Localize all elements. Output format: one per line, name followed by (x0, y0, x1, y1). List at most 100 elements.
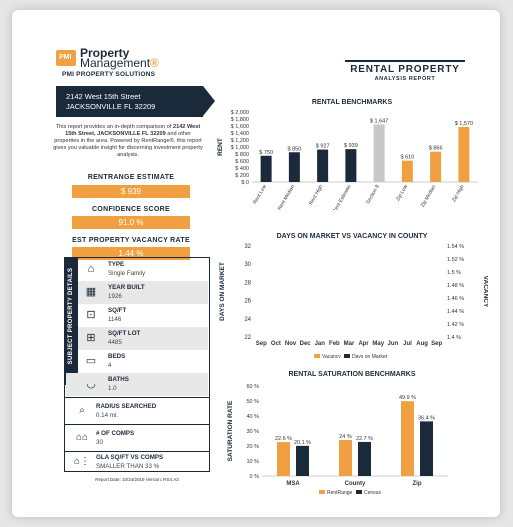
compare-icon: ⌂⋮ (74, 456, 91, 467)
detail-row-sqft: ⊡ SQ/FT 1146 (78, 304, 208, 327)
bar (317, 149, 329, 182)
divider (64, 397, 210, 398)
y-tick-label: $ 600 (235, 159, 249, 165)
bath-icon: ◡ (86, 378, 96, 390)
y-tick-label: $ 1,000 (231, 145, 249, 151)
x-tick-label: Zip Low (395, 184, 409, 202)
bar-value-label: $ 750 (259, 150, 273, 156)
report-title: RENTAL PROPERTY (350, 64, 460, 75)
y-tick-label: 24 (244, 317, 251, 323)
x-tick-label: Rent High (308, 184, 324, 206)
bar-value-label: 22.7 % (356, 436, 373, 442)
lot-icon: ⊞ (86, 332, 96, 344)
x-tick-label: Zip Median (420, 184, 438, 209)
company-logo: PMI Property Management® PMI PROPERTY SO… (56, 47, 206, 88)
y2-tick-label: 1.52 % (447, 257, 464, 263)
saturation-chart: RENTAL SATURATION BENCHMARKS SATURATION R… (227, 371, 448, 496)
bar (420, 421, 433, 476)
y-tick-label: 26 (244, 299, 251, 305)
divider (64, 424, 210, 425)
rentrange-estimate-value: $ 939 (72, 185, 190, 198)
bar (260, 155, 272, 182)
x-tick-label: Jul (403, 341, 412, 347)
y2-axis-label: VACANCY (482, 276, 488, 308)
detail-row-beds: ▭ BEDS 4 (78, 350, 208, 373)
x-tick-label: Jun (388, 341, 399, 347)
y-tick-label: $ 1,600 (231, 124, 249, 130)
bar (345, 149, 357, 182)
bar-value-label: $ 1,570 (455, 121, 473, 127)
bar-value-label: 49.9 % (399, 395, 416, 401)
bar (296, 445, 309, 476)
bar (358, 441, 371, 476)
confidence-score-label: CONFIDENCE SCORE (92, 206, 170, 213)
address-line2: JACKSONVILLE FL 32209 (66, 102, 156, 111)
logo-subtitle: PMI PROPERTY SOLUTIONS (62, 71, 156, 78)
bar-value-label: $ 866 (429, 146, 443, 152)
legend-label: Days on Market (352, 354, 388, 358)
bar-value-label: $ 610 (400, 155, 414, 161)
y-tick-label: 32 (244, 244, 251, 250)
x-tick-label: Section 8 (365, 184, 381, 205)
legend-swatch (319, 490, 325, 494)
rentrange-estimate-label: RENTRANGE ESTIMATE (87, 174, 175, 181)
property-details-tab: SUBJECT PROPERTY DETAILS (64, 257, 78, 385)
detail-row-comps: ⌂⌂ # OF COMPS 30 (75, 430, 135, 446)
x-tick-label: Feb (329, 341, 340, 347)
x-tick-label: Dec (300, 341, 312, 347)
bar (288, 152, 300, 182)
bar-value-label: $ 939 (344, 143, 358, 149)
x-tick-label: Nov (285, 341, 297, 347)
detail-row-sqft-lot: ⊞ SQ/FT LOT 4485 (78, 327, 208, 350)
y-axis-label: SATURATION RATE (227, 400, 234, 461)
chart-title: DAYS ON MARKET VS VACANCY IN COUNTY (277, 233, 428, 240)
y-tick-label: 60 % (246, 384, 259, 390)
confidence-score-value: 91.0 % (72, 216, 190, 229)
x-tick-label: Zip (413, 481, 422, 487)
logo-mark: PMI (56, 50, 76, 66)
houses-icon: ⌂⌂ (75, 432, 89, 443)
bar-value-label: 24 % (339, 434, 352, 440)
y-axis-label: DAYS ON MARKET (219, 262, 226, 321)
bar-value-label: $ 1,647 (370, 118, 388, 124)
legend-label: Vacancy (322, 354, 341, 358)
y-tick-label: $ 0 (241, 180, 249, 186)
y2-tick-label: 1.42 % (447, 322, 464, 328)
y-tick-label: 22 (244, 335, 251, 341)
y-tick-label: $ 1,400 (231, 131, 249, 137)
x-tick-label: Sep (256, 341, 267, 347)
bar (401, 160, 413, 182)
bar (401, 401, 414, 476)
y-tick-label: 50 % (246, 399, 259, 405)
detail-row-baths: ◡ BATHS 1.0 (66, 373, 208, 396)
detail-row-gla: ⌂⋮ GLA SQ/FT VS COMPS SMALLER THAN 33 % (74, 454, 164, 470)
bar (458, 127, 470, 182)
x-tick-label: Rent Median (277, 184, 296, 210)
y-tick-label: 28 (244, 280, 251, 286)
detail-row-year-built: ▦ YEAR BUILT 1926 (78, 281, 208, 304)
x-tick-label: MSA (286, 481, 300, 487)
y-tick-label: 20 % (246, 444, 259, 450)
chart-title: RENTAL SATURATION BENCHMARKS (288, 371, 415, 378)
x-tick-label: May (372, 341, 384, 347)
address-banner: 2142 West 15th Street JACKSONVILLE FL 32… (56, 86, 215, 117)
detail-row-type: ⌂ TYPE Single Family (78, 258, 208, 281)
legend-swatch (314, 354, 320, 358)
legend-swatch (356, 490, 362, 494)
y2-tick-label: 1.44 % (447, 309, 464, 315)
x-tick-label: County (345, 481, 366, 487)
x-tick-label: Apr (358, 341, 369, 347)
y-axis-label: RENT (217, 138, 224, 156)
x-tick-label: Rent Low (252, 184, 268, 206)
y-tick-label: $ 2,000 (231, 110, 249, 116)
detail-row-radius: ⌕ RADIUS SEARCHED 0.14 mi. (66, 400, 208, 422)
divider (64, 451, 210, 452)
x-tick-label: Aug (416, 341, 428, 347)
x-tick-label: Mar (344, 341, 355, 347)
x-tick-label: Jan (315, 341, 326, 347)
x-tick-label: Oct (271, 341, 281, 347)
report-title-block: RENTAL PROPERTY ANALYSIS REPORT (345, 64, 465, 82)
x-tick-label: Zip High (451, 184, 466, 203)
x-tick-label: Rent Estimate (332, 184, 353, 210)
